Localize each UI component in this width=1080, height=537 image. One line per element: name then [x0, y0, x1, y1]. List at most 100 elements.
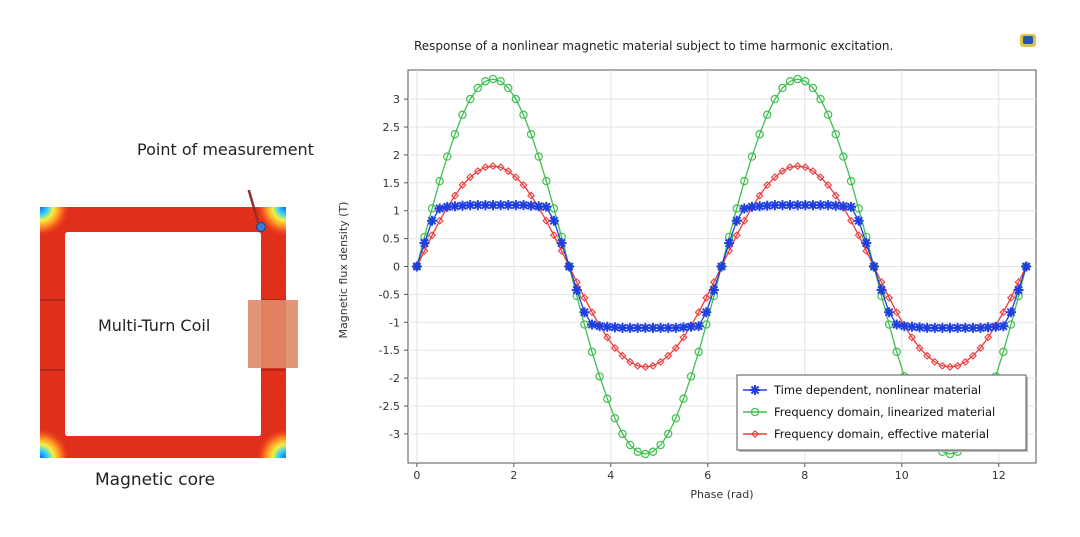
data-point — [708, 284, 719, 295]
data-point — [740, 176, 749, 186]
data-point — [679, 333, 688, 342]
data-point — [702, 320, 711, 329]
data-point — [428, 231, 437, 240]
data-point — [930, 357, 939, 366]
data-point — [724, 238, 735, 249]
data-point — [808, 167, 817, 176]
data-point — [511, 94, 521, 104]
y-tick-label: 1 — [393, 205, 400, 218]
x-tick-label: 0 — [413, 469, 420, 482]
data-point — [610, 343, 619, 352]
app-logo-icon — [1020, 34, 1036, 47]
data-point — [496, 77, 505, 86]
data-point — [998, 321, 1009, 332]
data-point — [504, 167, 513, 176]
y-tick-label: -2.5 — [379, 400, 400, 413]
y-tick-label: 2.5 — [383, 121, 401, 134]
data-point — [610, 414, 620, 423]
x-tick-label: 12 — [992, 469, 1006, 482]
data-point — [716, 261, 727, 272]
x-tick-label: 8 — [801, 469, 808, 482]
y-axis-label: Magnetic flux density (T) — [337, 202, 350, 339]
data-point — [481, 77, 490, 86]
data-point — [762, 200, 773, 211]
x-axis-label: Phase (rad) — [690, 488, 753, 501]
legend-marker — [751, 430, 759, 438]
data-point — [838, 201, 849, 212]
data-point — [754, 201, 765, 212]
data-point — [648, 447, 658, 456]
data-point — [603, 394, 612, 403]
legend-box — [736, 374, 1027, 451]
data-point — [427, 215, 438, 226]
data-point — [671, 414, 681, 423]
data-point — [648, 361, 657, 370]
legend-entry: Frequency domain, effective material — [743, 427, 989, 441]
y-tick-label: 0.5 — [383, 233, 401, 246]
y-tick-label: 3 — [393, 93, 400, 106]
data-point — [671, 343, 680, 352]
data-point — [861, 238, 872, 249]
magnetic-core-label: Magnetic core — [95, 470, 216, 490]
data-point — [458, 110, 467, 119]
data-point — [892, 308, 901, 317]
data-point — [854, 204, 863, 213]
data-point — [846, 201, 857, 212]
data-point — [435, 176, 444, 186]
flux-density-chart: Response of a nonlinear magnetic materia… — [337, 34, 1037, 501]
data-point — [694, 308, 703, 317]
data-point — [465, 94, 475, 104]
y-tick-label: -0.5 — [379, 288, 400, 301]
data-point — [693, 321, 704, 332]
data-point — [419, 238, 430, 249]
data-point — [580, 293, 589, 302]
y-tick-label: 1.5 — [383, 177, 401, 190]
data-point — [831, 191, 840, 200]
data-point — [503, 200, 514, 211]
x-tick-label: 6 — [704, 469, 711, 482]
data-point — [618, 429, 627, 439]
data-point — [625, 440, 635, 450]
data-point — [1006, 293, 1015, 302]
measurement-point — [256, 222, 266, 232]
coil-block — [248, 300, 298, 368]
data-point — [999, 308, 1008, 317]
data-point — [641, 362, 650, 371]
data-point — [891, 319, 902, 330]
data-point — [769, 200, 780, 211]
data-point — [655, 322, 666, 333]
data-point — [670, 322, 681, 333]
x-tick-label: 10 — [895, 469, 909, 482]
data-point — [511, 173, 520, 182]
chart-legend: Time dependent, nonlinear material Freque… — [736, 374, 1028, 452]
data-point — [990, 321, 1001, 332]
data-point — [824, 181, 833, 190]
legend-label: Frequency domain, effective material — [774, 427, 989, 441]
data-point — [588, 308, 597, 317]
y-tick-label: -3 — [389, 428, 400, 441]
data-point — [564, 261, 575, 272]
y-tick-label: 0 — [393, 261, 400, 274]
data-point — [556, 238, 567, 249]
data-point — [534, 152, 543, 161]
y-tick-label: -2 — [389, 372, 400, 385]
data-point — [701, 307, 712, 318]
data-point — [686, 321, 697, 332]
point-of-measurement-label: Point of measurement — [137, 140, 314, 159]
data-point — [496, 163, 505, 172]
series-1 — [411, 200, 1032, 333]
legend-label: Time dependent, nonlinear material — [773, 383, 981, 397]
data-point — [664, 429, 673, 439]
data-point — [679, 394, 688, 403]
data-point — [786, 163, 795, 172]
data-point — [732, 231, 741, 240]
data-point — [763, 181, 772, 190]
axis-ticks: 0 2 4 6 8 10 12 3 2.5 2 1.5 1 0.5 0 -0.5 -1 -1.5 -2 -2.5 -3 — [379, 93, 1006, 482]
legend-entry: Frequency domain, linearized material — [743, 405, 995, 419]
data-point — [618, 351, 627, 360]
data-point — [617, 322, 628, 333]
data-point — [885, 293, 894, 302]
data-point — [953, 361, 962, 370]
data-point — [450, 191, 459, 200]
data-point — [983, 322, 994, 333]
